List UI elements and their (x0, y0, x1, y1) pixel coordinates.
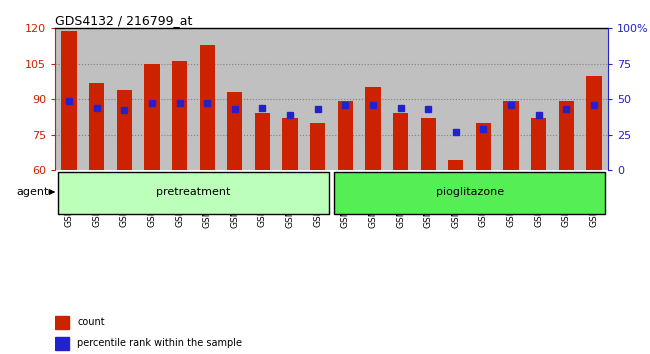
Text: pioglitazone: pioglitazone (436, 187, 504, 197)
Bar (476, 123, 491, 170)
Bar (559, 102, 574, 170)
Text: GDS4132 / 216799_at: GDS4132 / 216799_at (55, 14, 192, 27)
Bar (283, 118, 298, 170)
Bar (89, 82, 104, 170)
Bar (448, 160, 463, 170)
Bar (55, 28, 83, 170)
Bar (552, 28, 580, 170)
Bar (504, 102, 519, 170)
Bar (332, 28, 359, 170)
Bar (304, 28, 332, 170)
Text: percentile rank within the sample: percentile rank within the sample (77, 338, 242, 348)
Bar (531, 118, 546, 170)
Bar (200, 45, 214, 170)
Bar (221, 28, 248, 170)
Text: pretreatment: pretreatment (156, 187, 231, 197)
Bar (55, 337, 69, 350)
Bar (415, 28, 442, 170)
Bar (276, 28, 304, 170)
Bar (421, 118, 436, 170)
Bar (580, 28, 608, 170)
Bar (248, 28, 276, 170)
Bar (387, 28, 415, 170)
Bar (359, 28, 387, 170)
Bar (144, 64, 159, 170)
Bar (442, 28, 469, 170)
Bar (469, 28, 497, 170)
Bar (586, 75, 601, 170)
Bar (334, 172, 605, 214)
Bar (338, 102, 353, 170)
Bar (227, 92, 242, 170)
Bar (365, 87, 380, 170)
Bar (525, 28, 552, 170)
Bar (497, 28, 525, 170)
Bar (58, 172, 329, 214)
Bar (62, 31, 77, 170)
Bar (393, 113, 408, 170)
Bar (194, 28, 221, 170)
Bar (55, 316, 69, 329)
Bar (310, 123, 325, 170)
Bar (117, 90, 132, 170)
Text: count: count (77, 317, 105, 327)
Text: agent: agent (17, 187, 49, 197)
Bar (111, 28, 138, 170)
Bar (172, 61, 187, 170)
Bar (83, 28, 111, 170)
Bar (138, 28, 166, 170)
Bar (166, 28, 194, 170)
Bar (255, 113, 270, 170)
